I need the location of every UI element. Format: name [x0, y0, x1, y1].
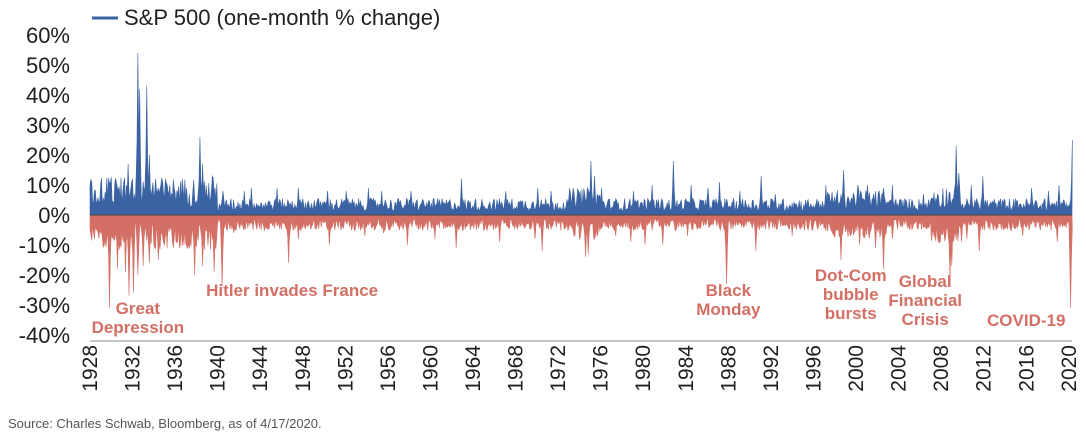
annotation-label: Global Financial Crisis: [888, 272, 962, 329]
x-tick-label: 1932: [122, 345, 145, 392]
annotation-line: Dot-Com: [815, 266, 887, 285]
annotation-line: COVID-19: [987, 311, 1065, 330]
negative-area: [89, 214, 1073, 309]
annotation-line: Great: [116, 299, 161, 318]
x-tick-label: 1964: [462, 345, 485, 392]
positive-area: [89, 52, 1073, 216]
x-tick-label: 1988: [717, 345, 740, 392]
y-tick-label: 60%: [26, 23, 70, 48]
x-tick-label: 1996: [802, 345, 825, 392]
x-tick-label: 1936: [164, 345, 187, 392]
x-tick-label: 2008: [930, 345, 953, 392]
x-tick-label: 1948: [292, 345, 315, 392]
x-tick-label: 2000: [845, 345, 868, 392]
annotation-label: Great Depression: [92, 299, 185, 337]
annotation-line: Financial: [888, 291, 962, 310]
y-tick-label: 20%: [26, 143, 70, 168]
x-tick-label: 1928: [79, 345, 102, 392]
annotation-line: Global: [899, 272, 952, 291]
x-tick-label: 1972: [547, 345, 570, 392]
x-tick-label: 2012: [973, 345, 996, 392]
x-tick-label: 1952: [334, 345, 357, 392]
y-tick-label: -40%: [19, 323, 70, 348]
annotation-label: COVID-19: [987, 311, 1065, 330]
y-tick-label: 10%: [26, 173, 70, 198]
y-tick-label: -30%: [19, 293, 70, 318]
y-tick-label: -20%: [19, 263, 70, 288]
annotation-line: Hitler invades France: [206, 281, 378, 300]
x-tick-label: 1968: [505, 345, 528, 392]
x-tick-label: 1940: [207, 345, 230, 392]
legend-label: S&P 500 (one-month % change): [124, 5, 440, 30]
legend: S&P 500 (one-month % change): [92, 5, 440, 30]
annotations: Great Depression Hitler invades France Blac…: [92, 266, 1066, 337]
x-tick-label: 1980: [632, 345, 655, 392]
y-tick-label: -10%: [19, 233, 70, 258]
x-tick-label: 1976: [590, 345, 613, 392]
x-tick-label: 1992: [760, 345, 783, 392]
y-tick-label: 30%: [26, 113, 70, 138]
annotation-line: Depression: [92, 318, 185, 337]
x-tick-label: 1956: [377, 345, 400, 392]
series-area: [89, 52, 1073, 309]
y-tick-label: 0%: [38, 203, 70, 228]
annotation-line: Black: [706, 281, 752, 300]
annotation-line: bursts: [825, 304, 877, 323]
annotation-label: Dot-Com bubble bursts: [815, 266, 887, 323]
x-tick-label: 2016: [1015, 345, 1038, 392]
source-note: Source: Charles Schwab, Bloomberg, as of…: [8, 416, 322, 431]
annotation-line: bubble: [823, 285, 879, 304]
y-tick-label: 50%: [26, 53, 70, 78]
x-tick-label: 1960: [419, 345, 442, 392]
annotation-label: Black Monday: [696, 281, 761, 319]
annotation-label: Hitler invades France: [206, 281, 378, 300]
x-tick-label: 2020: [1058, 345, 1081, 392]
y-axis: 60% 50% 40% 30% 20% 10% 0% -10% -20% -30% -40%: [19, 23, 70, 348]
x-tick-label: 2004: [888, 345, 911, 392]
x-tick-label: 1984: [675, 345, 698, 392]
x-tick-label: 1944: [249, 345, 272, 392]
y-tick-label: 40%: [26, 83, 70, 108]
annotation-line: Crisis: [902, 310, 949, 329]
annotation-line: Monday: [696, 300, 761, 319]
x-axis: 1928 1932 1936 1940 1944 1948 1952 1956 1960 1964…: [79, 340, 1081, 392]
